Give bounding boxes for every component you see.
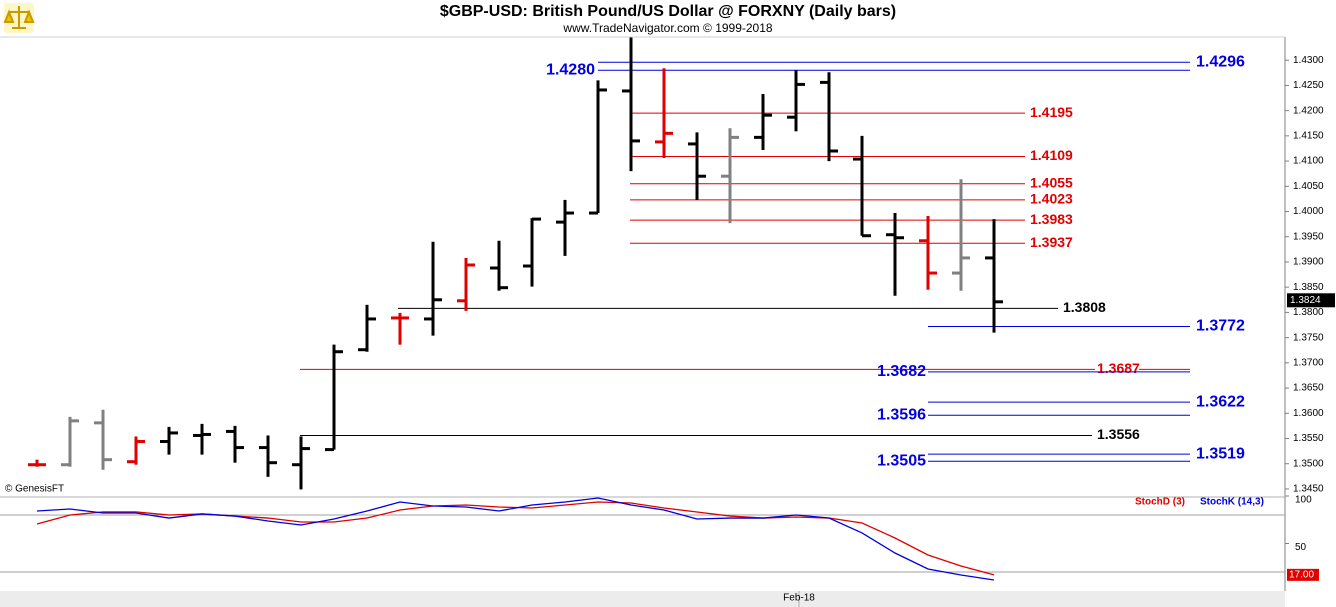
y-tick-label: 1.4050 — [1293, 181, 1324, 192]
logo — [3, 3, 35, 33]
last-value-box — [1287, 568, 1319, 581]
y-tick-label: 1.3750 — [1293, 332, 1324, 343]
level-label: 1.4109 — [1030, 147, 1073, 163]
level-label: 1.3687 — [1097, 360, 1140, 376]
level-label: 1.3937 — [1030, 234, 1073, 250]
level-label: 1.4023 — [1030, 191, 1073, 207]
y-tick-label: 1.3700 — [1293, 357, 1324, 368]
y-tick-label: 1.4100 — [1293, 156, 1324, 167]
chart-title: $GBP-USD: British Pound/US Dollar @ FORX… — [440, 3, 896, 20]
last-price-box — [1287, 293, 1335, 308]
last-price-label: 1.3824 — [1290, 295, 1321, 306]
level-label: 1.3772 — [1196, 318, 1245, 335]
x-axis-strip — [0, 591, 1285, 607]
legend-label: StochK (14,3) — [1200, 497, 1264, 508]
y-tick-label: 50 — [1295, 542, 1307, 553]
level-label: 1.4296 — [1196, 53, 1245, 70]
y-tick-label: 100 — [1295, 495, 1312, 506]
level-label: 1.4280 — [546, 62, 595, 79]
chart-subtitle: www.TradeNavigator.com © 1999-2018 — [562, 21, 772, 35]
y-tick-label: 1.3650 — [1293, 383, 1324, 394]
y-tick-label: 1.3900 — [1293, 257, 1324, 268]
legend-label: StochD (3) — [1135, 497, 1185, 508]
level-label: 1.4195 — [1030, 104, 1073, 120]
level-label: 1.3622 — [1196, 393, 1245, 410]
level-label: 1.3556 — [1097, 426, 1140, 442]
y-tick-label: 1.4250 — [1293, 80, 1324, 91]
y-tick-label: 1.3800 — [1293, 307, 1324, 318]
stoch-line — [36, 497, 995, 581]
level-label: 1.3682 — [877, 363, 926, 380]
y-tick-label: 1.3500 — [1293, 458, 1324, 469]
y-tick-label: 1.3600 — [1293, 408, 1324, 419]
x-tick-label: Feb-18 — [783, 593, 815, 604]
y-tick-label: 1.4300 — [1293, 55, 1324, 66]
level-label: 1.3505 — [877, 452, 926, 469]
y-tick-label: 1.3950 — [1293, 231, 1324, 242]
level-label: 1.3519 — [1196, 445, 1245, 462]
y-tick-label: 1.4000 — [1293, 206, 1324, 217]
y-tick-label: 1.3550 — [1293, 433, 1324, 444]
y-tick-label: 1.3450 — [1293, 484, 1324, 495]
level-label: 1.3983 — [1030, 211, 1073, 227]
level-label: 1.3808 — [1063, 299, 1106, 315]
label-bg — [1095, 362, 1139, 375]
y-tick-label: 1.4200 — [1293, 105, 1324, 116]
last-value-label: 17.00 — [1289, 569, 1314, 580]
y-tick-label: 1.3850 — [1293, 282, 1324, 293]
copyright-note: © GenesisFT — [5, 484, 64, 495]
level-label: 1.3596 — [877, 407, 926, 424]
y-tick-label: 1.4150 — [1293, 131, 1324, 142]
level-label: 1.4055 — [1030, 174, 1073, 190]
